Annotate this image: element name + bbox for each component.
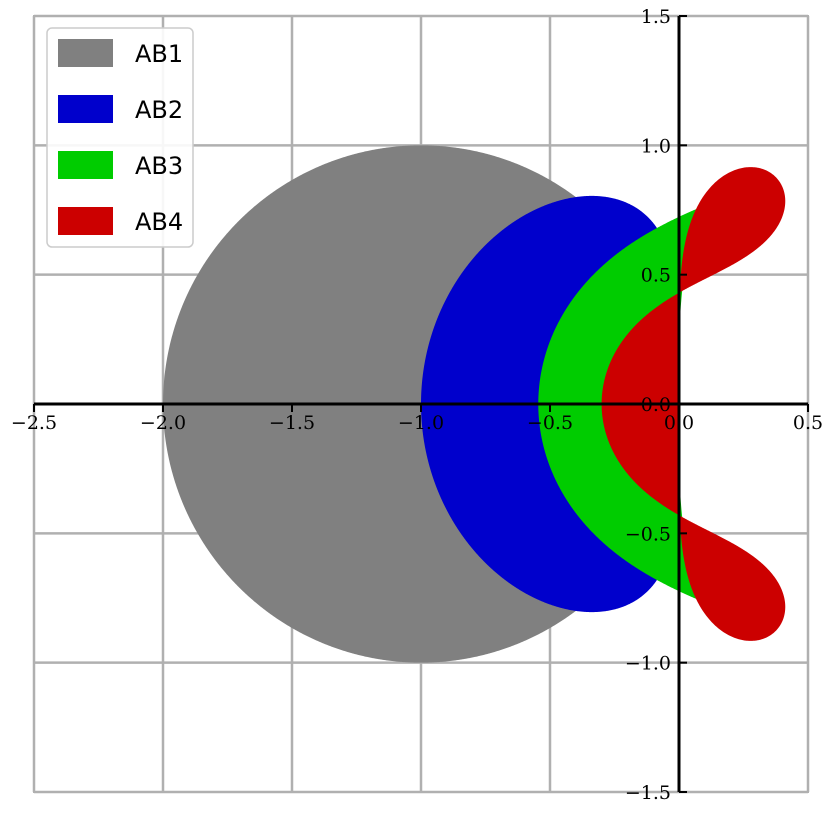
x-tick-label: −1.0	[398, 412, 444, 434]
legend-label-ab3: AB3	[135, 152, 183, 180]
legend-swatch-ab1	[58, 39, 113, 67]
legend-swatch-ab4	[58, 207, 113, 235]
x-tick-label: 0.5	[793, 412, 823, 434]
x-tick-label: 0.0	[664, 412, 694, 434]
axes	[33, 15, 809, 793]
y-tick-label: 1.0	[641, 135, 671, 157]
legend: AB1 AB2 AB3 AB4	[46, 27, 194, 248]
legend-swatch-ab3	[58, 151, 113, 179]
y-tick-label: −1.5	[625, 782, 671, 804]
legend-swatch-ab2	[58, 95, 113, 123]
legend-box	[46, 27, 194, 248]
x-tick-label: −1.5	[269, 412, 315, 434]
legend-label-ab1: AB1	[135, 40, 183, 68]
x-tick-label: −2.0	[140, 412, 186, 434]
legend-label-ab2: AB2	[135, 96, 183, 124]
y-tick-label: −1.0	[625, 653, 671, 675]
legend-label-ab4: AB4	[135, 208, 183, 236]
x-tick-label: −2.5	[11, 412, 57, 434]
y-tick-label: 0.0	[641, 394, 671, 416]
y-tick-label: −0.5	[625, 523, 671, 545]
y-tick-label: 1.5	[641, 6, 671, 28]
tick-labels: −2.5 −2.0 −1.5 −1.0 −0.5 0.0 0.5 −1.5 −1.0 −0.5 0.…	[11, 6, 823, 804]
y-tick-label: 0.5	[641, 265, 671, 287]
x-tick-label: −0.5	[527, 412, 573, 434]
